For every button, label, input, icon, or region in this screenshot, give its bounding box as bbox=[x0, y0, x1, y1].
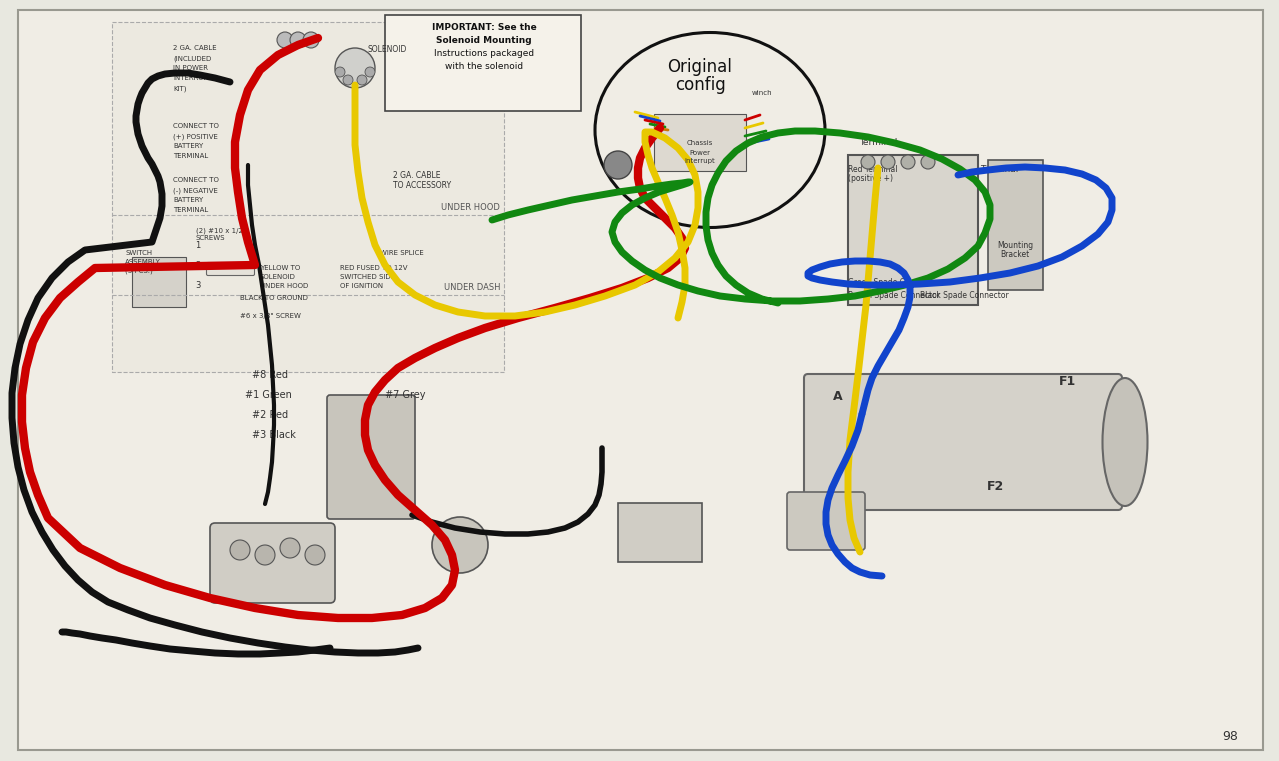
Text: TO ACCESSORY: TO ACCESSORY bbox=[393, 181, 451, 190]
Circle shape bbox=[343, 75, 353, 85]
FancyBboxPatch shape bbox=[132, 257, 185, 307]
Text: (2) #10 x 1/2": (2) #10 x 1/2" bbox=[196, 227, 246, 234]
Text: (positive +): (positive +) bbox=[848, 174, 893, 183]
Text: Power: Power bbox=[689, 150, 711, 156]
Text: SOLENOID: SOLENOID bbox=[368, 45, 408, 54]
Circle shape bbox=[255, 545, 275, 565]
Text: 1: 1 bbox=[194, 241, 201, 250]
FancyBboxPatch shape bbox=[327, 395, 414, 519]
Text: Chassis: Chassis bbox=[687, 140, 714, 146]
Text: Black Spade Connector: Black Spade Connector bbox=[920, 291, 1009, 300]
Text: RED FUSED TO 12V: RED FUSED TO 12V bbox=[340, 265, 408, 271]
Text: interrupt: interrupt bbox=[684, 158, 715, 164]
Text: WIRE SPLICE: WIRE SPLICE bbox=[380, 250, 423, 256]
FancyBboxPatch shape bbox=[18, 10, 1262, 750]
Text: winch: winch bbox=[752, 90, 773, 96]
Text: 2 GA. CABLE: 2 GA. CABLE bbox=[393, 171, 440, 180]
Text: with the solenoid: with the solenoid bbox=[445, 62, 523, 71]
Text: UNDER HOOD: UNDER HOOD bbox=[441, 203, 500, 212]
Text: 2: 2 bbox=[194, 261, 201, 270]
FancyBboxPatch shape bbox=[804, 374, 1122, 510]
FancyBboxPatch shape bbox=[618, 503, 702, 562]
Circle shape bbox=[335, 48, 375, 88]
Text: YELLOW TO: YELLOW TO bbox=[260, 265, 301, 271]
Text: (3 PCS.): (3 PCS.) bbox=[125, 268, 152, 275]
FancyBboxPatch shape bbox=[385, 15, 581, 111]
FancyBboxPatch shape bbox=[787, 492, 865, 550]
Text: Terminal: Terminal bbox=[858, 138, 897, 147]
Ellipse shape bbox=[1102, 378, 1147, 506]
Text: TERMINAL: TERMINAL bbox=[173, 207, 208, 213]
Circle shape bbox=[304, 545, 325, 565]
Circle shape bbox=[921, 155, 935, 169]
Text: #1 Green: #1 Green bbox=[246, 390, 292, 400]
Text: KIT): KIT) bbox=[173, 85, 187, 91]
Text: SOLENOID: SOLENOID bbox=[260, 274, 295, 280]
Text: Bracket: Bracket bbox=[1000, 250, 1030, 259]
FancyBboxPatch shape bbox=[654, 114, 746, 171]
Text: IMPORTANT: See the: IMPORTANT: See the bbox=[431, 23, 536, 32]
Circle shape bbox=[290, 32, 306, 48]
Circle shape bbox=[230, 540, 249, 560]
Text: SCREWS: SCREWS bbox=[196, 235, 225, 241]
Circle shape bbox=[861, 155, 875, 169]
Text: IN POWER: IN POWER bbox=[173, 65, 208, 71]
Text: #7 Grey: #7 Grey bbox=[385, 390, 426, 400]
Text: F1: F1 bbox=[1059, 375, 1077, 388]
Text: Red Terminal: Red Terminal bbox=[848, 165, 898, 174]
FancyBboxPatch shape bbox=[987, 160, 1042, 290]
Text: #8 Red: #8 Red bbox=[252, 370, 288, 380]
Circle shape bbox=[335, 67, 345, 77]
Circle shape bbox=[432, 517, 489, 573]
Text: TERMINAL: TERMINAL bbox=[173, 153, 208, 159]
Text: A: A bbox=[833, 390, 843, 403]
Circle shape bbox=[303, 32, 318, 48]
Text: (-) NEGATIVE: (-) NEGATIVE bbox=[173, 187, 217, 193]
Text: SWITCH: SWITCH bbox=[125, 250, 152, 256]
Text: #6 x 3/8" SCREW: #6 x 3/8" SCREW bbox=[240, 313, 301, 319]
Text: 5 AMP FUSE: 5 AMP FUSE bbox=[214, 263, 251, 268]
FancyBboxPatch shape bbox=[113, 22, 504, 372]
Text: CONNECT TO: CONNECT TO bbox=[173, 177, 219, 183]
Text: Solenoid Mounting: Solenoid Mounting bbox=[436, 36, 532, 45]
FancyBboxPatch shape bbox=[848, 155, 978, 305]
Text: (INCLUDED: (INCLUDED bbox=[173, 55, 211, 62]
Circle shape bbox=[365, 67, 375, 77]
Circle shape bbox=[280, 538, 301, 558]
Text: Original: Original bbox=[668, 58, 733, 76]
Text: ASSEMBLY: ASSEMBLY bbox=[125, 259, 161, 265]
Text: OF IGNITION: OF IGNITION bbox=[340, 283, 384, 289]
Text: F2: F2 bbox=[986, 480, 1004, 493]
Text: BATTERY: BATTERY bbox=[173, 143, 203, 149]
Text: CONNECT TO: CONNECT TO bbox=[173, 123, 219, 129]
Text: config: config bbox=[674, 76, 725, 94]
Circle shape bbox=[881, 155, 895, 169]
Text: Brown Spade Connector: Brown Spade Connector bbox=[848, 291, 940, 300]
Text: UNDER HOOD: UNDER HOOD bbox=[260, 283, 308, 289]
FancyBboxPatch shape bbox=[210, 523, 335, 603]
Circle shape bbox=[900, 155, 914, 169]
Circle shape bbox=[278, 32, 293, 48]
Text: BLACK TO GROUND: BLACK TO GROUND bbox=[240, 295, 308, 301]
Text: Terminal: Terminal bbox=[980, 165, 1018, 174]
Text: SWITCHED SIDE: SWITCHED SIDE bbox=[340, 274, 395, 280]
Circle shape bbox=[357, 75, 367, 85]
Text: 98: 98 bbox=[1223, 730, 1238, 743]
Circle shape bbox=[604, 151, 632, 179]
Text: (+) POSITIVE: (+) POSITIVE bbox=[173, 133, 217, 139]
Text: #2 Red: #2 Red bbox=[252, 410, 288, 420]
Text: UNDER DASH: UNDER DASH bbox=[444, 283, 500, 292]
Text: Mounting: Mounting bbox=[996, 241, 1033, 250]
Text: 2 GA. CABLE: 2 GA. CABLE bbox=[173, 45, 216, 51]
Text: #3 Black: #3 Black bbox=[252, 430, 295, 440]
FancyBboxPatch shape bbox=[206, 263, 255, 275]
Text: BATTERY: BATTERY bbox=[173, 197, 203, 203]
Text: 3: 3 bbox=[194, 281, 201, 290]
Ellipse shape bbox=[595, 33, 825, 228]
Text: Green Spade Connector: Green Spade Connector bbox=[848, 278, 939, 287]
Text: Instructions packaged: Instructions packaged bbox=[434, 49, 535, 58]
Text: INTERRUPT: INTERRUPT bbox=[173, 75, 212, 81]
